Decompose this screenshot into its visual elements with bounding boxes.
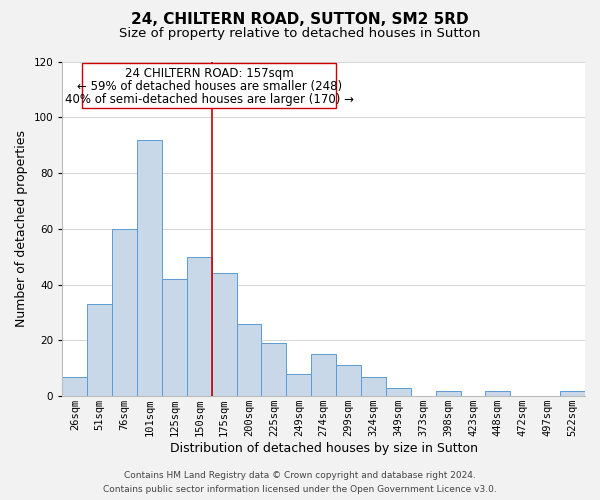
- Text: Size of property relative to detached houses in Sutton: Size of property relative to detached ho…: [119, 28, 481, 40]
- Bar: [62, 376, 87, 396]
- Text: 24, CHILTERN ROAD, SUTTON, SM2 5RD: 24, CHILTERN ROAD, SUTTON, SM2 5RD: [131, 12, 469, 28]
- Bar: [311, 354, 336, 396]
- Bar: [137, 140, 162, 396]
- Text: 24 CHILTERN ROAD: 157sqm: 24 CHILTERN ROAD: 157sqm: [125, 67, 293, 80]
- Bar: [286, 374, 311, 396]
- Bar: [162, 279, 187, 396]
- Bar: [262, 343, 286, 396]
- Bar: [436, 390, 461, 396]
- X-axis label: Distribution of detached houses by size in Sutton: Distribution of detached houses by size …: [170, 442, 478, 455]
- Text: 40% of semi-detached houses are larger (170) →: 40% of semi-detached houses are larger (…: [65, 92, 353, 106]
- Bar: [87, 304, 112, 396]
- Bar: [485, 390, 511, 396]
- Bar: [212, 274, 236, 396]
- Bar: [187, 256, 212, 396]
- Bar: [336, 366, 361, 396]
- Bar: [560, 390, 585, 396]
- Bar: [361, 376, 386, 396]
- Y-axis label: Number of detached properties: Number of detached properties: [15, 130, 28, 328]
- FancyBboxPatch shape: [82, 63, 336, 108]
- Text: Contains HM Land Registry data © Crown copyright and database right 2024.
Contai: Contains HM Land Registry data © Crown c…: [103, 472, 497, 494]
- Text: ← 59% of detached houses are smaller (248): ← 59% of detached houses are smaller (24…: [77, 80, 342, 93]
- Bar: [112, 229, 137, 396]
- Bar: [236, 324, 262, 396]
- Bar: [386, 388, 411, 396]
